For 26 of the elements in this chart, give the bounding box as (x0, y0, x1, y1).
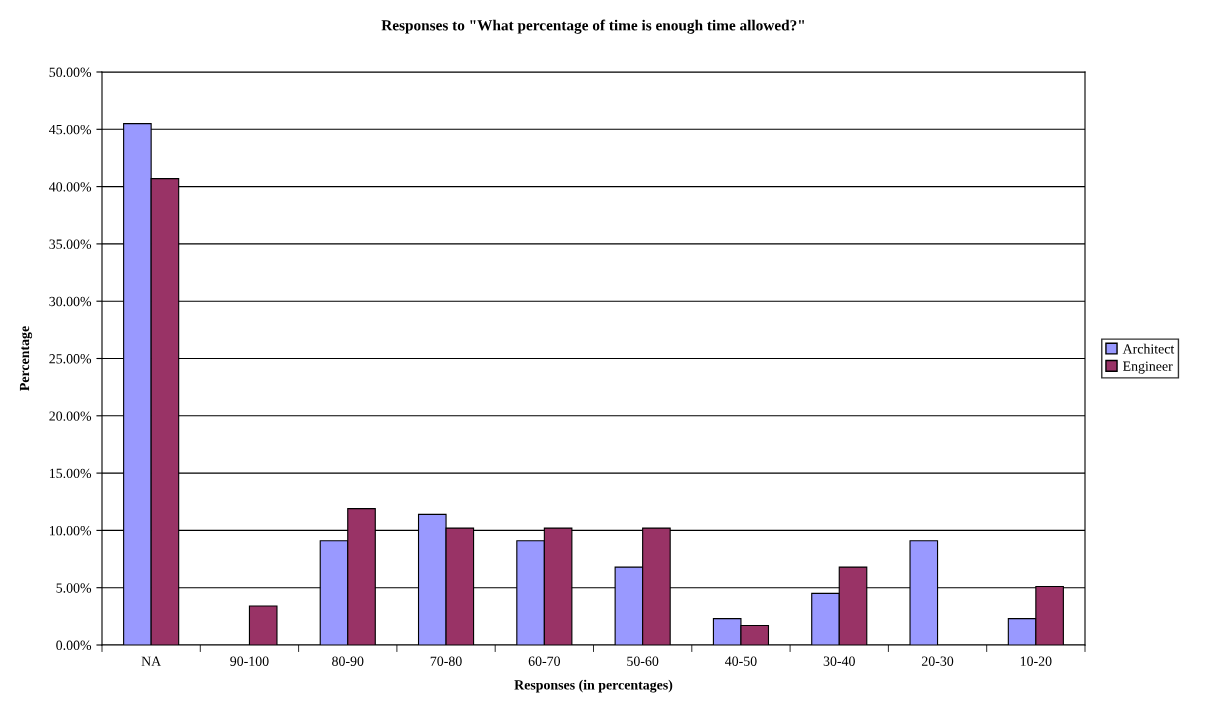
legend-label: Architect (1122, 343, 1175, 354)
y-tick-label: 40.00% (49, 182, 92, 192)
x-tick-label: 90-100 (230, 656, 269, 666)
y-tick-label: 45.00% (49, 124, 92, 135)
y-tick-label: 20.00% (49, 411, 92, 421)
y-tick-label: 10.00% (49, 525, 92, 536)
x-axis-title: Responses (in percentages) (514, 679, 673, 693)
y-tick-label: 0.00% (56, 640, 92, 651)
x-tick-label: NA (141, 656, 162, 666)
x-tick-label: 80-90 (332, 656, 364, 666)
x-tick-label: 60-70 (528, 656, 561, 666)
y-axis-title: Percentage (19, 326, 33, 391)
x-tick-label: 10-20 (1020, 656, 1052, 666)
x-tick-label: 50-60 (627, 656, 659, 666)
x-tick-label: 70-80 (430, 656, 462, 666)
x-tick-label: 20-30 (921, 656, 954, 666)
legend-label: Engineer (1123, 361, 1173, 374)
y-tick-label: 50.00% (49, 67, 92, 78)
y-tick-label: 25.00% (49, 354, 92, 364)
x-tick-label: 40-50 (725, 656, 757, 666)
y-tick-label: 5.00% (56, 583, 92, 593)
y-tick-label: 35.00% (49, 239, 92, 249)
y-tick-label: 30.00% (49, 296, 92, 307)
x-tick-label: 30-40 (823, 656, 855, 666)
chart-title: Responses to "What percentage of time is enough time allowed?" (381, 19, 805, 34)
y-tick-label: 15.00% (49, 468, 92, 479)
